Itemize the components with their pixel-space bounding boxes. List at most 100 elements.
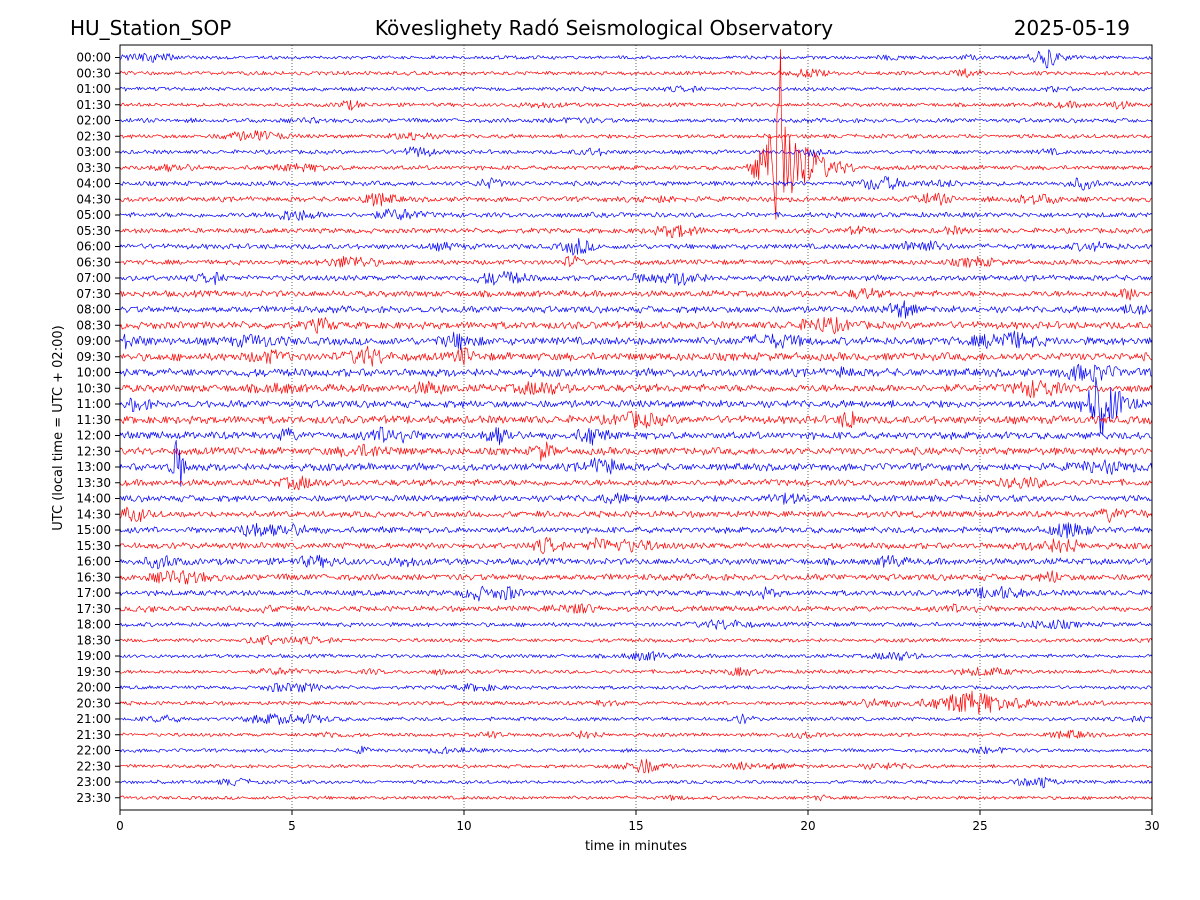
y-tick-label-41: 20:30 [76, 696, 111, 710]
trace-1400 [119, 492, 1153, 505]
trace-1430 [119, 506, 1153, 523]
trace-1500 [119, 522, 1153, 539]
chart-title: Köveslighety Radó Seismological Observat… [375, 16, 833, 40]
grid-lines [291, 45, 981, 810]
y-tick-label-2: 01:00 [76, 82, 111, 96]
y-tick-label-24: 12:00 [76, 429, 111, 443]
y-tick-label-9: 04:30 [76, 192, 111, 206]
trace-1730 [119, 603, 1153, 614]
x-tick-label-5: 25 [972, 819, 987, 833]
trace-1630 [119, 570, 1153, 585]
y-tick-label-10: 05:00 [76, 208, 111, 222]
y-tick-label-11: 05:30 [76, 224, 111, 238]
trace-1830 [119, 635, 1153, 646]
y-tick-label-40: 20:00 [76, 681, 111, 695]
y-tick-label-16: 08:00 [76, 303, 111, 317]
y-tick-label-7: 03:30 [76, 161, 111, 175]
y-tick-label-15: 07:30 [76, 287, 111, 301]
y-tick-label-0: 00:00 [76, 51, 111, 65]
trace-0000 [119, 49, 1153, 69]
trace-1600 [119, 554, 1153, 570]
chart-date: 2025-05-19 [1014, 16, 1130, 40]
trace-0330 [119, 49, 1153, 220]
y-tick-label-45: 22:30 [76, 759, 111, 773]
y-tick-label-22: 11:00 [76, 397, 111, 411]
y-tick-label-6: 03:00 [76, 145, 111, 159]
x-axis-label: time in minutes [585, 839, 687, 854]
trace-1000 [119, 363, 1153, 382]
y-tick-label-35: 17:30 [76, 602, 111, 616]
x-tick-label-0: 0 [116, 819, 124, 833]
trace-0600 [119, 237, 1153, 256]
plot-frame [119, 44, 1153, 811]
x-tick-label-4: 20 [800, 819, 815, 833]
trace-0800 [119, 300, 1153, 319]
trace-1200 [119, 426, 1153, 446]
y-tick-label-28: 14:00 [76, 492, 111, 506]
trace-2230 [119, 758, 1153, 774]
x-tick-label-6: 30 [1144, 819, 1159, 833]
y-tick-label-31: 15:30 [76, 539, 111, 553]
trace-1700 [119, 585, 1153, 602]
trace-0300 [119, 146, 1153, 158]
y-tick-label-26: 13:00 [76, 460, 111, 474]
y-tick-label-8: 04:00 [76, 177, 111, 191]
trace-1100 [119, 377, 1153, 436]
trace-0100 [119, 85, 1153, 93]
y-axis-label: UTC (local time = UTC + 02:00) [51, 325, 66, 530]
trace-2200 [119, 745, 1153, 755]
y-tick-label-17: 08:30 [76, 318, 111, 332]
trace-0400 [119, 176, 1153, 191]
y-tick-label-3: 01:30 [76, 98, 111, 112]
trace-2100 [119, 713, 1153, 725]
trace-1900 [119, 650, 1153, 662]
station-name: HU_Station_SOP [70, 16, 231, 40]
trace-0030 [119, 68, 1153, 78]
trace-0230 [119, 130, 1152, 142]
trace-0430 [119, 192, 1153, 207]
y-tick-label-5: 02:30 [76, 129, 111, 143]
trace-2000 [119, 682, 1153, 693]
y-tick-label-42: 21:00 [76, 712, 111, 726]
trace-0700 [119, 270, 1153, 286]
trace-0500 [119, 208, 1153, 221]
trace-1330 [119, 475, 1153, 491]
y-tick-label-14: 07:00 [76, 271, 111, 285]
x-tick-label-3: 15 [628, 819, 643, 833]
y-tick-label-36: 18:00 [76, 618, 111, 632]
y-tick-label-29: 14:30 [76, 507, 111, 521]
y-tick-label-13: 06:30 [76, 255, 111, 269]
trace-0130 [119, 99, 1153, 111]
trace-0200 [119, 116, 1153, 124]
x-tick-label-2: 10 [456, 819, 471, 833]
trace-0900 [119, 330, 1153, 351]
x-axis: 0 5 10 15 20 25 30 [116, 810, 1160, 833]
trace-1930 [119, 666, 1153, 677]
y-tick-label-37: 18:30 [76, 633, 111, 647]
trace-1800 [119, 619, 1153, 630]
y-tick-label-23: 11:30 [76, 413, 111, 427]
trace-2300 [119, 777, 1153, 789]
y-tick-label-38: 19:00 [76, 649, 111, 663]
y-tick-label-12: 06:00 [76, 240, 111, 254]
x-tick-label-1: 5 [288, 819, 296, 833]
y-tick-label-43: 21:30 [76, 728, 111, 742]
y-tick-label-47: 23:30 [76, 791, 111, 805]
y-tick-label-27: 13:30 [76, 476, 111, 490]
y-tick-label-33: 16:30 [76, 570, 111, 584]
trace-2130 [119, 729, 1153, 739]
y-tick-label-1: 00:30 [76, 66, 111, 80]
y-tick-label-46: 23:00 [76, 775, 111, 789]
trace-0830 [119, 316, 1153, 335]
trace-0530 [119, 224, 1153, 238]
trace-1300 [119, 439, 1153, 487]
trace-0930 [119, 345, 1153, 367]
y-tick-label-19: 09:30 [76, 350, 111, 364]
y-tick-label-21: 10:30 [76, 381, 111, 395]
trace-2330 [119, 794, 1153, 802]
seismic-traces [119, 49, 1153, 802]
y-tick-label-44: 22:00 [76, 744, 111, 758]
trace-1030 [119, 379, 1153, 399]
